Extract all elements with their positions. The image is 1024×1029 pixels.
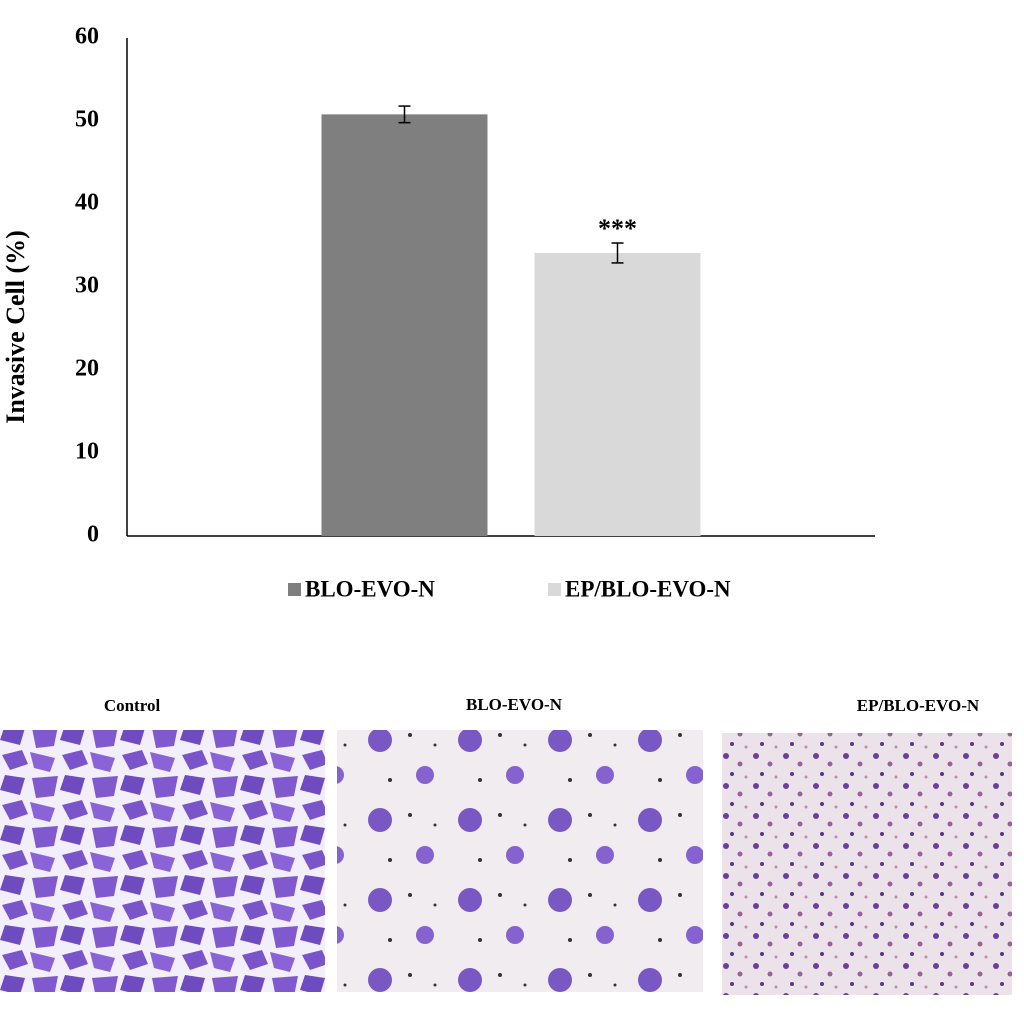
panel-label: EP/BLO-EVO-N <box>857 696 980 715</box>
y-tick-label: 20 <box>75 356 99 382</box>
bar-chart: 0 10 20 30 40 50 60 Invasive Cell (%) BLO-EVO-N *… <box>1 24 875 601</box>
legend-label: BLO-EVO-N <box>305 576 435 601</box>
legend-swatch <box>548 583 561 596</box>
panel-label: BLO-EVO-N <box>466 695 563 714</box>
y-tick-label: 40 <box>75 190 99 216</box>
y-axis-label: Invasive Cell (%) <box>1 230 30 424</box>
micrograph <box>0 730 325 992</box>
y-tick-label: 0 <box>87 522 99 548</box>
micrograph <box>722 733 1012 995</box>
y-tick-label: 30 <box>75 273 99 299</box>
y-tick-label: 10 <box>75 439 99 465</box>
significance: *** <box>598 214 637 243</box>
y-tick-label: 60 <box>75 24 99 50</box>
legend-label: EP/BLO-EVO-N <box>565 576 731 601</box>
bar <box>321 114 488 537</box>
panel-label: Control <box>104 696 161 715</box>
bar <box>534 252 701 536</box>
y-tick-label: 50 <box>75 107 99 133</box>
legend-swatch <box>288 583 301 596</box>
micrograph <box>337 730 703 992</box>
